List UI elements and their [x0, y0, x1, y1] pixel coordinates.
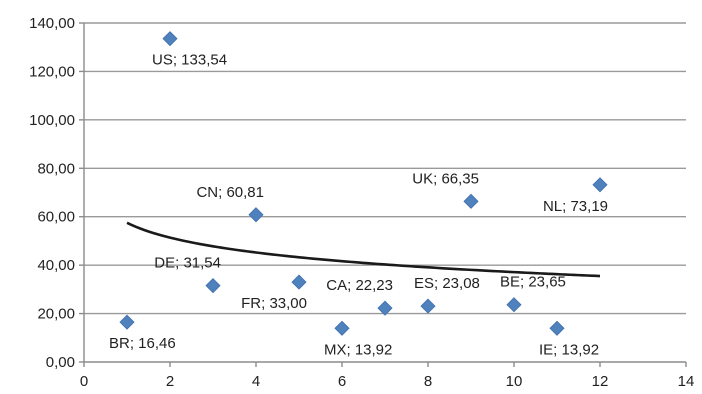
data-point-label: MX; 13,92 — [324, 341, 392, 358]
data-point-marker — [549, 320, 565, 336]
data-point-marker — [119, 314, 135, 330]
y-tick-label: 80,00 — [37, 160, 75, 177]
x-tick-label: 4 — [252, 373, 260, 390]
data-point-label: UK; 66,35 — [412, 170, 479, 187]
data-point-label: FR; 33,00 — [241, 295, 307, 312]
data-point-marker — [420, 298, 436, 314]
y-tick-label: 140,00 — [29, 15, 75, 32]
x-tick-label: 2 — [166, 373, 174, 390]
data-point-label: IE; 13,92 — [539, 341, 599, 358]
data-point-marker — [205, 278, 221, 294]
data-point-marker — [463, 193, 479, 209]
x-tick-label: 12 — [592, 373, 609, 390]
data-point-label: BR; 16,46 — [109, 335, 176, 352]
data-point-marker — [506, 297, 522, 313]
x-tick-label: 10 — [506, 373, 523, 390]
axes: 0,00 20,00 40,00 60,00 80,00 100,00 120,00 140,… — [29, 15, 694, 390]
y-tick-label: 0,00 — [46, 354, 75, 371]
y-tick-label: 20,00 — [37, 306, 75, 323]
data-point-marker — [592, 177, 608, 193]
x-tick-label: 0 — [80, 373, 88, 390]
data-point-marker — [334, 320, 350, 336]
data-point-marker — [248, 207, 264, 223]
x-tick-label: 14 — [678, 373, 695, 390]
data-point-label: BE; 23,65 — [500, 274, 566, 291]
y-tick-label: 120,00 — [29, 63, 75, 80]
data-point-label: DE; 31,54 — [154, 255, 221, 272]
data-points — [119, 31, 608, 336]
data-point-label: NL; 73,19 — [543, 198, 608, 215]
data-point-label: US; 133,54 — [152, 52, 227, 69]
data-point-label: ES; 23,08 — [414, 275, 480, 292]
data-point-marker — [291, 274, 307, 290]
data-labels: BR; 16,46 US; 133,54 DE; 31,54 CN; 60,81 FR;… — [109, 52, 608, 359]
data-point-marker — [162, 31, 178, 47]
y-tick-label: 40,00 — [37, 257, 75, 274]
trendline-group — [126, 221, 601, 278]
data-point-marker — [377, 300, 393, 316]
x-tick-label: 8 — [424, 373, 432, 390]
data-point-label: CN; 60,81 — [196, 184, 264, 201]
y-tick-label: 100,00 — [29, 112, 75, 129]
x-tick-label: 6 — [338, 373, 346, 390]
y-tick-label: 60,00 — [37, 209, 75, 226]
trendline — [126, 221, 601, 278]
gridlines — [84, 22, 686, 315]
data-point-label: CA; 22,23 — [326, 277, 393, 294]
